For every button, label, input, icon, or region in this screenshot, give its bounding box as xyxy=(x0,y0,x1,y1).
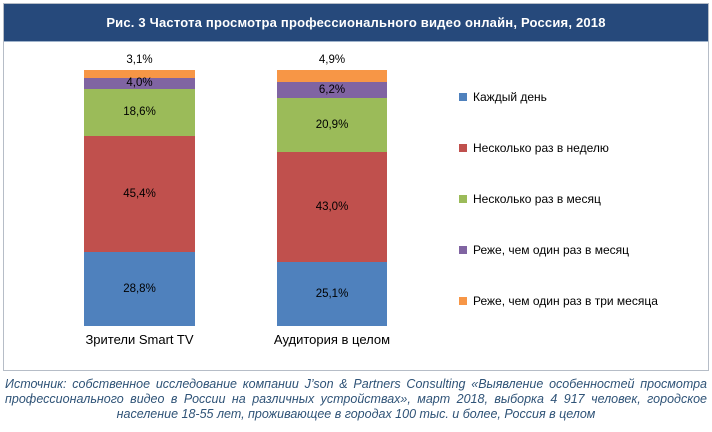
bar-segment: 4,0% xyxy=(84,77,195,90)
stacked-bar: 4,0% 18,6% 45,4% 28,8% xyxy=(84,70,195,326)
stacked-bar: 6,2% 20,9% 43,0% 25,1% xyxy=(277,69,387,326)
legend-item-label: Каждый день xyxy=(473,89,547,104)
data-label: 4,0% xyxy=(126,77,153,90)
legend: Каждый день Несколько раз в неделю Несколь… xyxy=(459,90,658,345)
category-label: Аудитория в целом xyxy=(273,332,391,347)
category-label: Зрители Smart TV xyxy=(85,332,194,347)
legend-item-label: Реже, чем один раз в три месяца xyxy=(473,293,658,308)
bar-segment: 43,0% xyxy=(277,151,387,262)
chart-title: Рис. 3 Частота просмотра профессионально… xyxy=(106,15,606,30)
legend-item-label: Несколько раз в неделю xyxy=(473,140,609,155)
data-label: 6,2% xyxy=(318,84,346,97)
bar-segment: 28,8% xyxy=(84,252,195,326)
legend-item-label: Реже, чем один раз в месяц xyxy=(473,242,630,257)
legend-item: Реже, чем один раз в месяц xyxy=(459,242,658,257)
legend-item: Каждый день xyxy=(459,89,658,104)
legend-item: Несколько раз в месяц xyxy=(459,191,658,206)
bar-segment: 20,9% xyxy=(277,98,387,152)
data-label-outside: 4,9% xyxy=(318,53,346,66)
legend-item: Несколько раз в неделю xyxy=(459,140,658,155)
legend-swatch-icon xyxy=(459,194,467,203)
chart-title-bar: Рис. 3 Частота просмотра профессионально… xyxy=(4,4,708,42)
source-note: Источник: собственное исследование компа… xyxy=(5,377,707,421)
legend-swatch-icon xyxy=(459,92,467,101)
bar-segment: 6,2% xyxy=(277,82,387,99)
data-label: 20,9% xyxy=(315,118,349,131)
data-label-outside: 3,1% xyxy=(126,54,153,67)
legend-swatch-icon xyxy=(459,245,467,254)
bar-segment: 25,1% xyxy=(277,261,387,326)
data-label: 28,8% xyxy=(123,283,156,296)
bar-segment: 18,6% xyxy=(84,88,195,137)
data-label: 43,0% xyxy=(315,200,349,213)
legend-swatch-icon xyxy=(459,143,467,152)
bar-segment xyxy=(277,69,387,83)
bar-segment: 45,4% xyxy=(84,136,195,253)
bar-segment xyxy=(84,70,195,79)
data-label: 45,4% xyxy=(123,188,156,201)
legend-swatch-icon xyxy=(459,296,467,305)
legend-item-label: Несколько раз в месяц xyxy=(473,191,601,206)
data-label: 25,1% xyxy=(315,287,349,300)
data-label: 18,6% xyxy=(123,106,156,119)
legend-item: Реже, чем один раз в три месяца xyxy=(459,293,658,308)
